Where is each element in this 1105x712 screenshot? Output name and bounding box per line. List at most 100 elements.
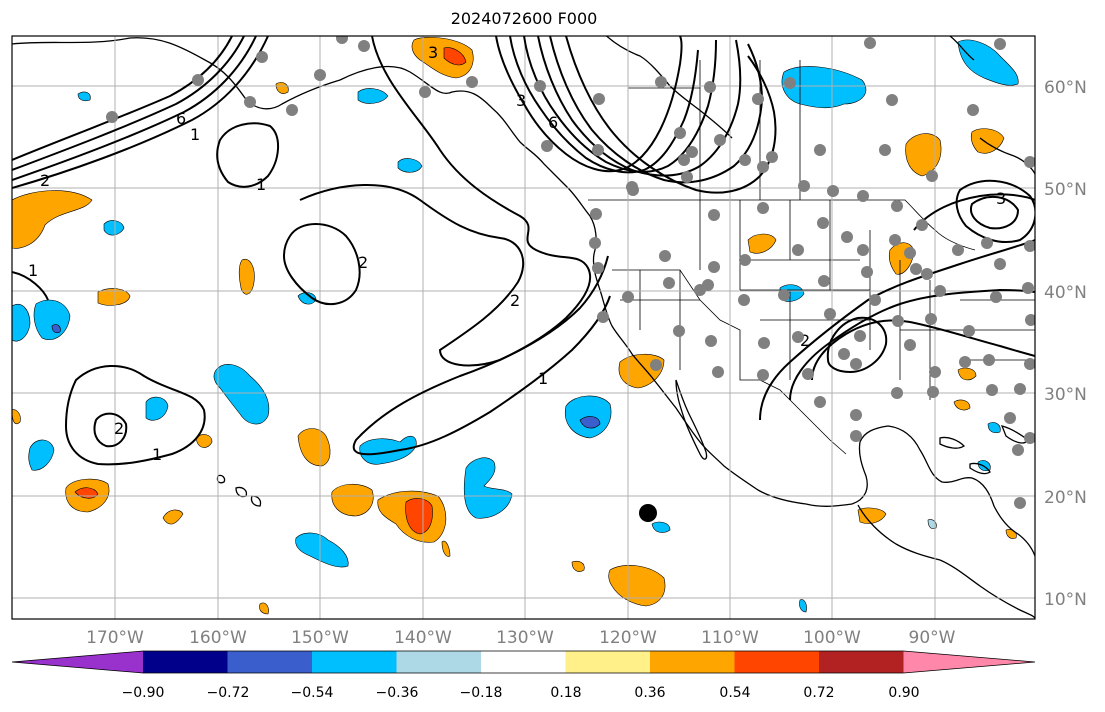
contour-label: 2 bbox=[510, 291, 520, 310]
colorbar-tick-label: 0.54 bbox=[719, 685, 750, 701]
contour-labels: 3 2 6 1 1 2 2 3 6 1 1 2 1 2 3 bbox=[28, 43, 1006, 464]
lon-axis: 170°W 160°W 150°W 140°W 130°W 120°W 110°… bbox=[86, 628, 956, 648]
orange-blob bbox=[297, 428, 331, 467]
blue-blob bbox=[295, 532, 349, 568]
station-dot bbox=[681, 171, 693, 183]
station-dot bbox=[592, 262, 604, 274]
lon-label: 100°W bbox=[803, 628, 861, 648]
colorbar-extend-right bbox=[903, 651, 1035, 673]
station-dot bbox=[904, 339, 916, 351]
lon-label: 130°W bbox=[496, 628, 554, 648]
blue-blob bbox=[799, 599, 807, 613]
station-dot bbox=[921, 268, 933, 280]
station-dot bbox=[854, 330, 866, 342]
contour-label: 2 bbox=[40, 171, 50, 190]
station-dot bbox=[818, 275, 830, 287]
station-dot bbox=[541, 140, 553, 152]
station-dot bbox=[590, 208, 602, 220]
contour-label: 1 bbox=[152, 445, 162, 464]
station-dot bbox=[990, 291, 1002, 303]
station-dot bbox=[738, 294, 750, 306]
station-dot bbox=[702, 279, 714, 291]
lat-label: 60°N bbox=[1044, 78, 1087, 98]
orange-blob bbox=[608, 565, 666, 607]
lat-label: 50°N bbox=[1044, 180, 1087, 200]
station-dot bbox=[981, 237, 993, 249]
station-dot bbox=[286, 104, 298, 116]
blue-dark bbox=[51, 324, 61, 334]
blue-blob bbox=[12, 304, 31, 342]
political-borders bbox=[588, 60, 1035, 455]
lon-label: 160°W bbox=[189, 628, 247, 648]
station-dot bbox=[673, 325, 685, 337]
lon-label: 140°W bbox=[394, 628, 452, 648]
station-dot bbox=[792, 331, 804, 343]
orange-blob bbox=[411, 36, 474, 79]
station-dot bbox=[244, 96, 256, 108]
colorbar-tick-label: 0.90 bbox=[888, 685, 919, 701]
lat-label: 10°N bbox=[1044, 590, 1087, 610]
station-dot bbox=[708, 209, 720, 221]
station-dot bbox=[798, 180, 810, 192]
map-frame bbox=[11, 35, 1036, 620]
station-dot bbox=[1014, 497, 1026, 509]
colorbar-ticks: −0.90 −0.72 −0.54 −0.36 −0.18 0.18 0.36 … bbox=[122, 685, 920, 701]
station-dot bbox=[850, 409, 862, 421]
colorbar-tick-label: −0.54 bbox=[291, 685, 334, 701]
blue-blob bbox=[33, 299, 71, 340]
station-dot bbox=[466, 76, 478, 88]
map-area: 3 2 6 1 1 2 2 3 6 1 1 2 1 2 3 bbox=[12, 36, 1035, 619]
station-dot bbox=[1024, 432, 1035, 444]
orange-blob bbox=[970, 128, 1005, 154]
contour-label: 2 bbox=[358, 253, 368, 272]
station-dot bbox=[708, 261, 720, 273]
station-dot bbox=[592, 144, 604, 156]
station-dot bbox=[841, 231, 853, 243]
station-dot bbox=[1014, 383, 1026, 395]
station-dot bbox=[678, 154, 690, 166]
blue-blob bbox=[77, 91, 91, 102]
station-dot bbox=[925, 313, 937, 325]
colorbar-segment bbox=[227, 651, 313, 673]
station-dot bbox=[650, 359, 662, 371]
station-dot bbox=[778, 289, 790, 301]
station-dot bbox=[967, 104, 979, 116]
coastlines bbox=[12, 36, 1035, 619]
station-dot bbox=[336, 36, 348, 44]
station-dot bbox=[891, 200, 903, 212]
station-dot bbox=[857, 190, 869, 202]
station-dot bbox=[959, 356, 971, 368]
station-dot bbox=[1022, 282, 1034, 294]
orange-blob bbox=[441, 540, 451, 557]
station-dot bbox=[994, 258, 1006, 270]
station-dot bbox=[879, 144, 891, 156]
lon-label: 90°W bbox=[909, 628, 956, 648]
station-dot bbox=[952, 244, 964, 256]
contour-label: 3 bbox=[516, 91, 526, 110]
station-dot bbox=[1024, 240, 1035, 252]
station-dot bbox=[916, 219, 928, 231]
orange-blob bbox=[12, 409, 21, 425]
station-dot bbox=[1025, 314, 1035, 326]
colorbar-segment bbox=[396, 651, 482, 673]
lat-label: 30°N bbox=[1044, 385, 1087, 405]
station-dot bbox=[686, 146, 698, 158]
lat-label: 20°N bbox=[1044, 488, 1087, 508]
lat-axis: 60°N 50°N 40°N 30°N 20°N 10°N bbox=[1044, 78, 1087, 610]
blue-blob bbox=[957, 39, 1019, 86]
blue-blob bbox=[651, 521, 671, 533]
blue-dark bbox=[579, 416, 601, 429]
station-dot bbox=[705, 335, 717, 347]
station-dot bbox=[739, 154, 751, 166]
contour-label: 1 bbox=[256, 175, 266, 194]
blue-blob bbox=[397, 158, 423, 173]
station-dot bbox=[1024, 156, 1035, 168]
station-dot bbox=[869, 294, 881, 306]
station-dot bbox=[891, 387, 903, 399]
colorbar-tick-label: −0.18 bbox=[460, 685, 503, 701]
blue-blob bbox=[987, 422, 1001, 434]
contour-label: 6 bbox=[176, 109, 186, 128]
station-dot bbox=[864, 37, 876, 49]
orange-blob bbox=[905, 133, 942, 177]
station-dot bbox=[838, 348, 850, 360]
